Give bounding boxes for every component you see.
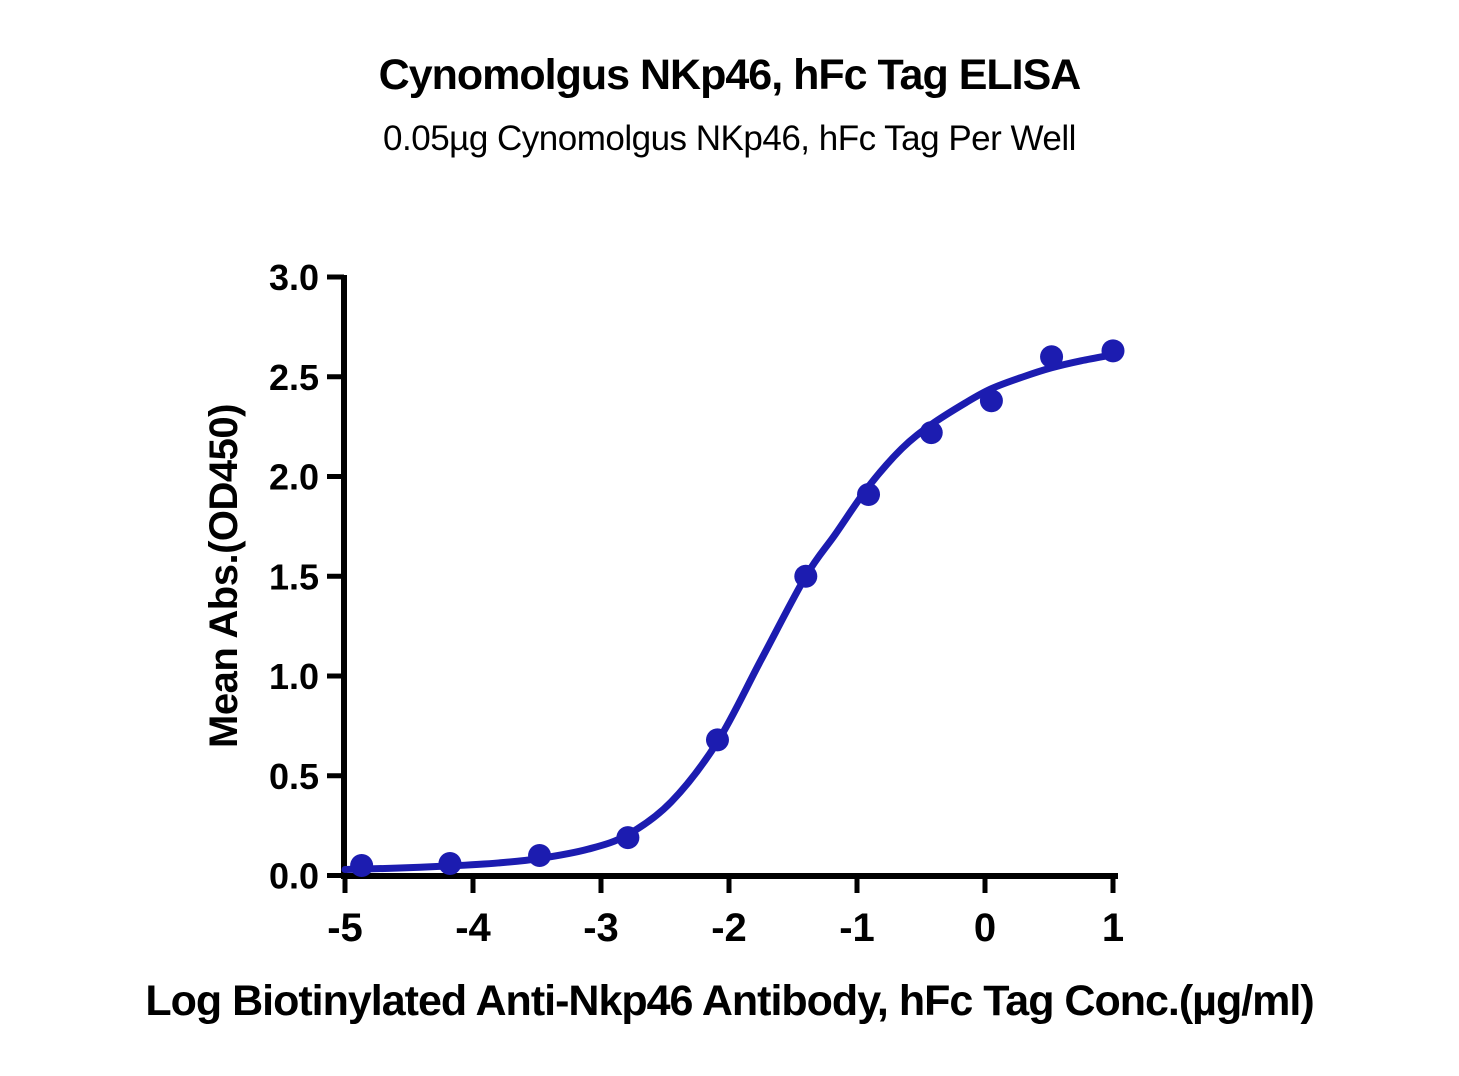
data-point — [1101, 339, 1125, 363]
x-tick-label: -1 — [839, 906, 875, 950]
y-tick-label: 3.0 — [269, 257, 319, 298]
x-tick-label: 0 — [974, 906, 996, 950]
y-tick-label: 2.0 — [269, 457, 319, 498]
data-point — [979, 389, 1003, 413]
data-point — [528, 844, 552, 868]
y-tick-label: 0.5 — [269, 756, 319, 797]
data-point — [794, 564, 818, 588]
fit-curve — [341, 351, 1117, 874]
y-tick-label: 1.5 — [269, 556, 319, 597]
data-point — [616, 826, 640, 850]
axis-lines — [341, 275, 1118, 879]
data-point — [919, 421, 943, 445]
chart-title: Cynomolgus NKp46, hFc Tag ELISA — [378, 51, 1082, 99]
data-point — [350, 854, 374, 878]
x-tick-label: -2 — [711, 906, 747, 950]
x-tick-label: -5 — [327, 906, 363, 950]
x-tick-label: -4 — [455, 906, 491, 950]
x-axis-title: Log Biotinylated Anti-Nkp46 Antibody, hF… — [145, 977, 1314, 1025]
data-point — [1040, 345, 1064, 369]
chart-subtitle: 0.05µg Cynomolgus NKp46, hFc Tag Per Wel… — [383, 119, 1076, 158]
data-point — [438, 852, 462, 876]
data-point — [705, 728, 729, 752]
x-tick-label: 1 — [1102, 906, 1124, 950]
x-tick-label: -3 — [583, 906, 619, 950]
y-tick-label: 0.0 — [269, 856, 319, 897]
y-tick-label: 2.5 — [269, 357, 319, 398]
data-point — [857, 482, 881, 506]
y-tick-label: 1.0 — [269, 656, 319, 697]
